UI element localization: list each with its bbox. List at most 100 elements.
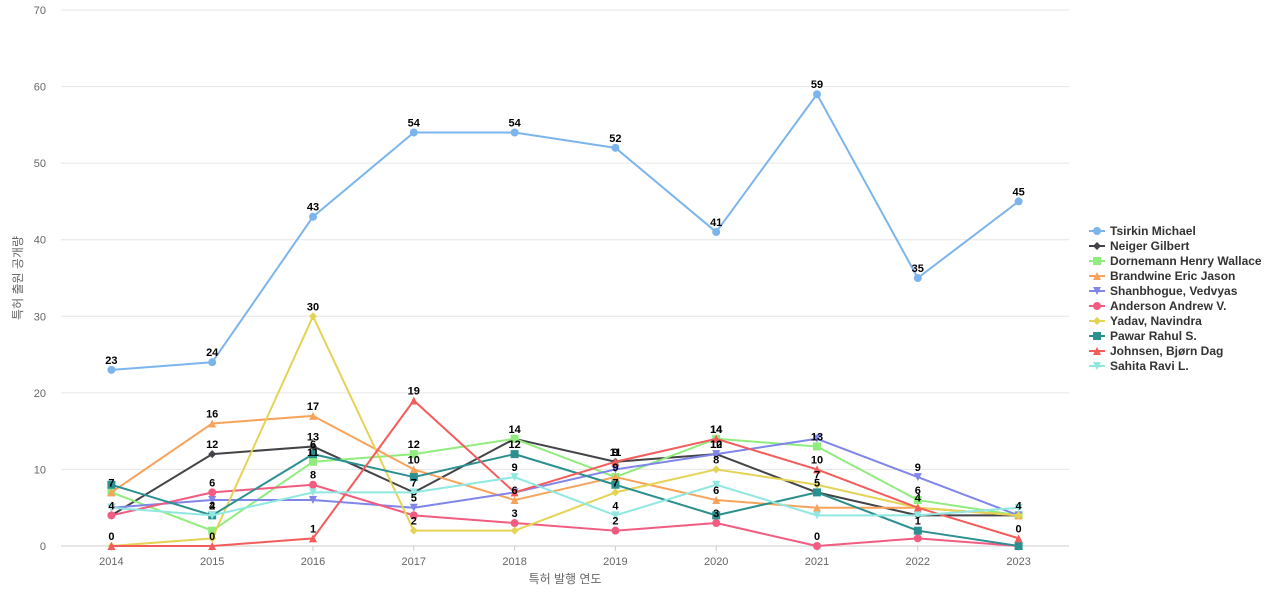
series-line <box>110 93 1020 371</box>
data-label: 11 <box>610 447 622 459</box>
series-line <box>110 315 1020 547</box>
series-line <box>110 414 1020 517</box>
legend-label: Dornemann Henry Wallace <box>1110 254 1262 268</box>
data-point <box>813 542 821 550</box>
data-point <box>611 511 620 520</box>
data-point <box>712 434 721 443</box>
data-point <box>712 465 721 474</box>
data-point <box>107 542 116 550</box>
x-tick-label: 2022 <box>906 556 930 568</box>
legend-item[interactable]: Johnsen, Bjørn Dag <box>1089 344 1223 358</box>
legend-marker <box>1093 242 1101 250</box>
data-label: 5 <box>814 477 820 489</box>
data-label: 6 <box>209 477 215 489</box>
series-8 <box>107 396 1023 550</box>
series-line <box>110 437 1020 532</box>
data-label: 14 <box>508 424 521 436</box>
legend-item[interactable]: Pawar Rahul S. <box>1089 329 1197 343</box>
legend-item[interactable]: Dornemann Henry Wallace <box>1089 254 1262 268</box>
x-tick-label: 2020 <box>704 556 728 568</box>
data-point <box>309 312 317 321</box>
x-tick-label: 2023 <box>1006 556 1030 568</box>
legend-item[interactable]: Shanbhogue, Vedvyas <box>1089 284 1238 298</box>
data-label: 4 <box>612 500 619 512</box>
x-axis-title: 특허 발행 연도 <box>529 571 602 586</box>
data-label: 13 <box>811 431 823 443</box>
data-label: 9 <box>915 462 921 474</box>
data-label: 10 <box>811 454 823 466</box>
legend-marker <box>1093 347 1101 355</box>
legend-label: Johnsen, Bjørn Dag <box>1110 344 1223 358</box>
data-label: 17 <box>307 401 319 413</box>
data-point <box>913 511 922 520</box>
data-label: 54 <box>508 118 521 130</box>
data-label: 3 <box>512 508 518 520</box>
legend-label: Anderson Andrew V. <box>1110 299 1226 313</box>
legend-item[interactable]: Neiger Gilbert <box>1089 239 1189 253</box>
data-label: 12 <box>408 439 420 451</box>
data-point <box>510 526 519 535</box>
y-tick-label: 50 <box>34 158 46 170</box>
data-point <box>208 488 217 497</box>
data-label: 0 <box>1016 523 1022 535</box>
data-label: 52 <box>609 133 621 145</box>
data-point <box>611 473 620 482</box>
data-point <box>913 496 922 505</box>
data-label: 6 <box>915 485 921 497</box>
data-label: 12 <box>206 439 218 451</box>
data-point <box>208 419 217 428</box>
data-label: 4 <box>915 493 922 505</box>
data-label: 9 <box>612 462 618 474</box>
data-label: 0 <box>209 531 215 543</box>
data-point <box>208 450 217 459</box>
data-point <box>409 473 418 482</box>
data-point <box>309 212 317 221</box>
x-tick-label: 2018 <box>502 556 526 568</box>
data-point <box>208 511 217 520</box>
data-point <box>813 434 821 443</box>
series-7 <box>107 450 1023 550</box>
legend-item[interactable]: Yadav, Navindra <box>1089 314 1202 328</box>
data-point <box>611 465 620 474</box>
legend-marker <box>1093 332 1101 340</box>
data-point <box>409 488 418 497</box>
data-label: 7 <box>814 470 820 482</box>
data-point <box>712 511 721 520</box>
data-label: 7 <box>411 477 417 489</box>
data-label: 23 <box>105 355 117 367</box>
legend-item[interactable]: Anderson Andrew V. <box>1089 299 1226 313</box>
legend-label: Pawar Rahul S. <box>1110 329 1197 343</box>
series-line <box>110 437 1020 517</box>
data-point <box>813 442 821 451</box>
data-label: 9 <box>512 462 518 474</box>
legend-item[interactable]: Brandwine Eric Jason <box>1089 269 1235 283</box>
data-point <box>611 480 620 489</box>
legend-label: Yadav, Navindra <box>1110 314 1202 328</box>
y-tick-label: 20 <box>34 388 46 400</box>
data-point <box>409 465 418 474</box>
data-point <box>1014 197 1023 206</box>
data-point <box>712 519 721 528</box>
legend-item[interactable]: Sahita Ravi L. <box>1089 359 1189 373</box>
series-layer <box>107 90 1023 550</box>
data-point <box>510 450 519 459</box>
data-point <box>813 511 821 520</box>
data-point <box>107 488 116 497</box>
data-point <box>611 143 620 152</box>
legend-item[interactable]: Tsirkin Michael <box>1089 224 1196 238</box>
y-tick-label: 40 <box>34 235 46 247</box>
y-tick-label: 60 <box>34 82 46 94</box>
data-point <box>611 526 620 535</box>
data-point <box>309 457 317 466</box>
legend-marker <box>1093 362 1101 370</box>
data-label: 43 <box>307 202 319 214</box>
data-point <box>208 542 217 550</box>
y-tick-label: 10 <box>34 464 46 476</box>
data-label: 13 <box>307 431 319 443</box>
data-point <box>208 534 217 543</box>
data-label: 1 <box>915 516 921 528</box>
legend-marker <box>1093 257 1101 265</box>
data-label: 0 <box>108 531 114 543</box>
